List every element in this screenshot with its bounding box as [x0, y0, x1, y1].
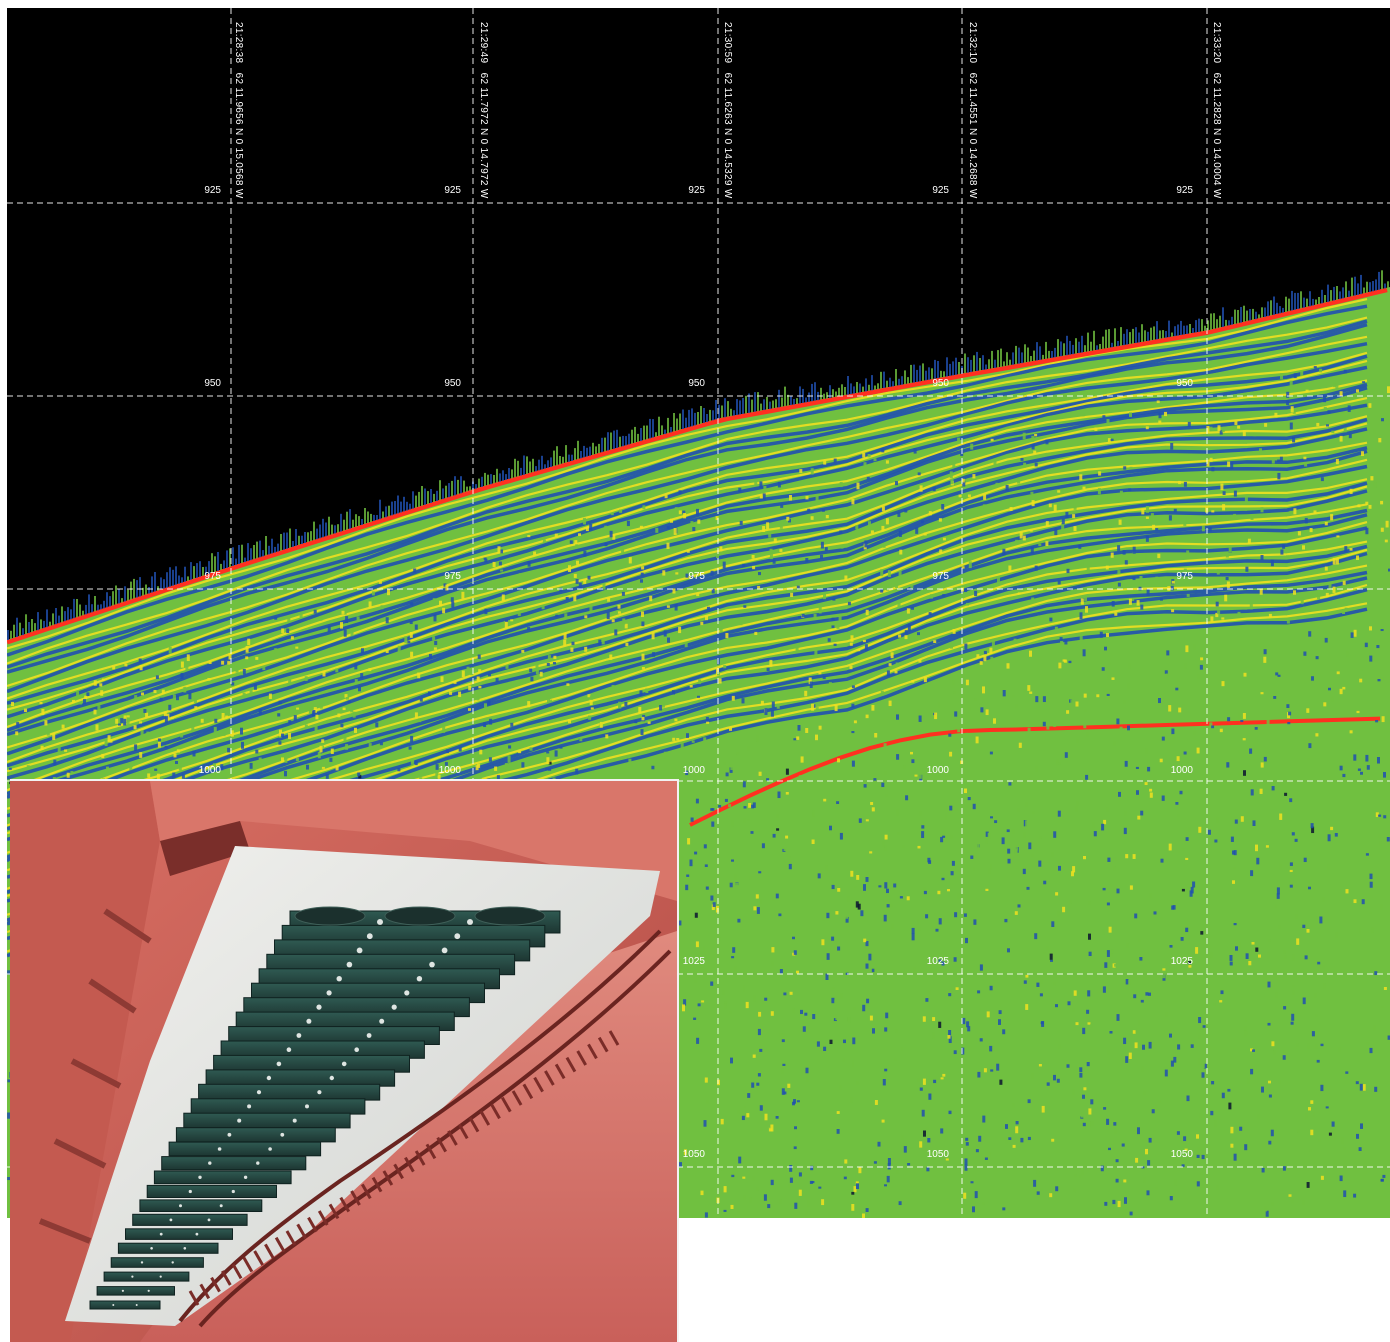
- track-label-3: 21:30:59 62 11.6263 N 0 14.5329 W: [722, 22, 732, 199]
- depth-label: 1000: [919, 766, 949, 776]
- depth-label: 950: [675, 379, 705, 389]
- track-label-1: 21:28:38 62 11.9656 N 0 15.0568 W: [233, 22, 243, 199]
- depth-label: 975: [675, 572, 705, 582]
- transducer-element-row: [97, 1287, 174, 1296]
- transducer-photo: [10, 779, 679, 1342]
- track-label-2: 21:29:49 62 11.7972 N 0 14.7972 W: [478, 22, 488, 199]
- depth-label: 975: [1163, 572, 1193, 582]
- depth-label: 925: [431, 186, 461, 196]
- transducer-element-row: [133, 1214, 247, 1225]
- transducer-element-row: [118, 1243, 218, 1253]
- transducer-element-row: [199, 1084, 380, 1100]
- transducer-element-row: [206, 1070, 395, 1086]
- depth-label: 1000: [1163, 766, 1193, 776]
- depth-label: 975: [919, 572, 949, 582]
- transducer-element-row: [147, 1185, 276, 1197]
- depth-label: 1025: [675, 957, 705, 967]
- transducer-element-row: [140, 1200, 262, 1212]
- transducer-element-row: [162, 1157, 306, 1170]
- depth-label: 925: [1163, 186, 1193, 196]
- depth-label: 925: [675, 186, 705, 196]
- depth-label: 925: [191, 186, 221, 196]
- transducer-element-row: [126, 1229, 233, 1240]
- depth-label: 975: [431, 572, 461, 582]
- track-label-5: 21:33:20 62 11.2828 N 0 14.0004 W: [1211, 22, 1221, 199]
- depth-label: 1025: [1163, 957, 1193, 967]
- depth-label: 950: [191, 379, 221, 389]
- depth-label: 950: [431, 379, 461, 389]
- transducer-element-row: [154, 1171, 291, 1184]
- depth-label: 1025: [919, 957, 949, 967]
- depth-label: 975: [191, 572, 221, 582]
- transducer-photo-art: [10, 781, 677, 1342]
- depth-label: 925: [919, 186, 949, 196]
- transducer-element-row: [90, 1301, 160, 1309]
- depth-label: 950: [1163, 379, 1193, 389]
- depth-label: 1050: [1163, 1150, 1193, 1160]
- transducer-element-row: [191, 1099, 365, 1114]
- transducer-element-row: [104, 1272, 189, 1281]
- transducer-element-row: [184, 1113, 350, 1128]
- transducer-element-row: [176, 1128, 335, 1142]
- transducer-element-row: [111, 1258, 203, 1268]
- track-label-4: 21:32:10 62 11.4551 N 0 14.2688 W: [967, 22, 977, 199]
- depth-label: 950: [919, 379, 949, 389]
- depth-label: 1000: [431, 766, 461, 776]
- depth-label: 1000: [675, 766, 705, 776]
- transducer-element-row: [169, 1142, 321, 1156]
- depth-label: 1050: [919, 1150, 949, 1160]
- depth-label: 1000: [191, 766, 221, 776]
- depth-label: 1050: [675, 1150, 705, 1160]
